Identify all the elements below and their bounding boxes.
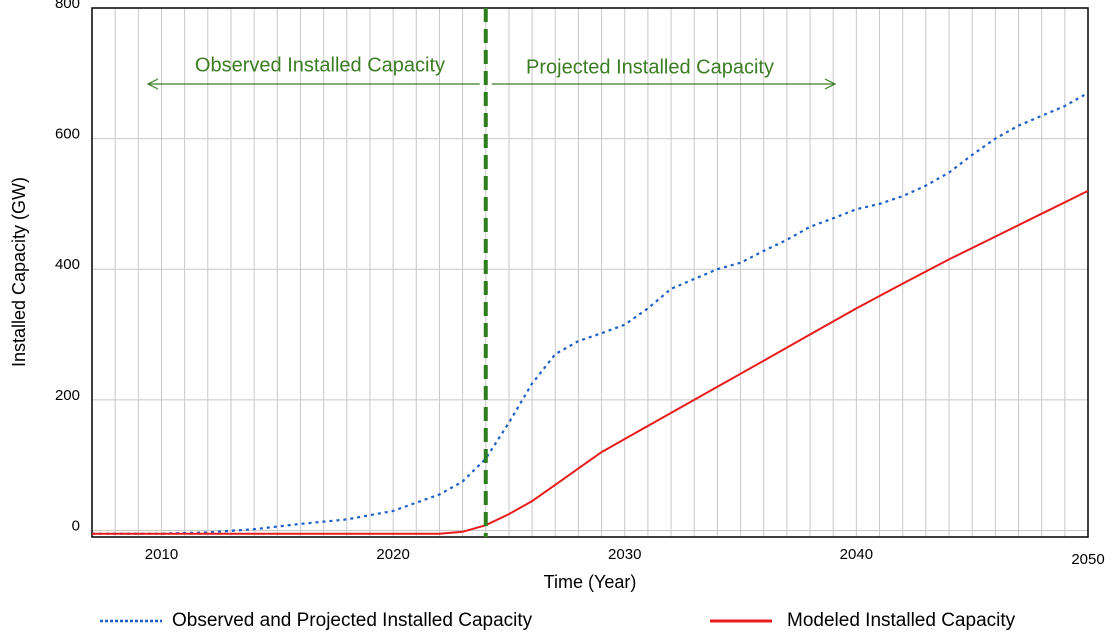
x-tick-label: 2010 (145, 546, 178, 563)
series-line (92, 91, 1089, 535)
plot-frame (91, 7, 1089, 538)
arrow-head (146, 78, 159, 90)
x-tick-label: 2020 (376, 546, 409, 563)
legend-label: Observed and Projected Installed Capacit… (172, 610, 533, 631)
y-tick-label: 400 (55, 256, 80, 273)
x-tick-label: 2030 (608, 546, 641, 563)
y-axis-label: Installed Capacity (GW) (9, 177, 29, 367)
arrow-head (824, 78, 837, 90)
series-line (92, 190, 1089, 535)
annotation: Projected Installed Capacity (526, 56, 774, 78)
x-axis-label: Time (Year) (544, 572, 637, 592)
y-tick-label: 200 (55, 387, 80, 404)
y-tick-label: 0 (72, 517, 80, 534)
y-tick-label: 600 (55, 126, 80, 143)
y-tick-label: 800 (55, 0, 80, 12)
x-tick-label: 2050 (1071, 551, 1104, 568)
legend-label: Modeled Installed Capacity (787, 610, 1016, 631)
annotation: Observed Installed Capacity (195, 54, 445, 76)
x-tick-label: 2040 (840, 546, 873, 563)
